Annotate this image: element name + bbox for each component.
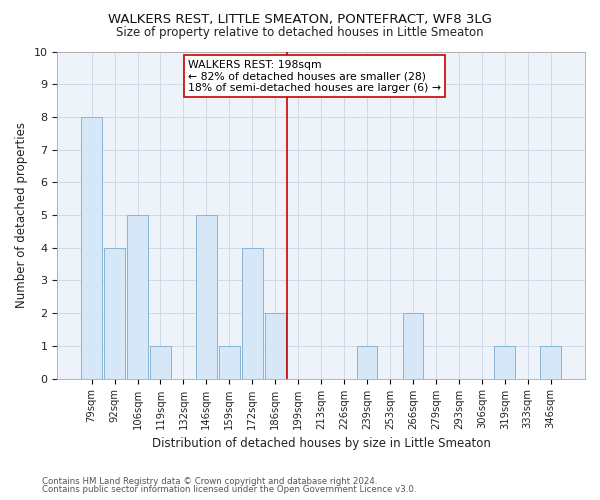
Bar	[265, 313, 286, 378]
Bar	[150, 346, 171, 378]
Bar	[104, 248, 125, 378]
Text: WALKERS REST, LITTLE SMEATON, PONTEFRACT, WF8 3LG: WALKERS REST, LITTLE SMEATON, PONTEFRACT…	[108, 12, 492, 26]
Bar	[127, 215, 148, 378]
Bar	[81, 117, 102, 378]
Text: Size of property relative to detached houses in Little Smeaton: Size of property relative to detached ho…	[116, 26, 484, 39]
Bar	[403, 313, 423, 378]
Text: Contains HM Land Registry data © Crown copyright and database right 2024.: Contains HM Land Registry data © Crown c…	[42, 477, 377, 486]
Bar	[357, 346, 377, 378]
Bar	[242, 248, 263, 378]
Y-axis label: Number of detached properties: Number of detached properties	[15, 122, 28, 308]
Text: WALKERS REST: 198sqm
← 82% of detached houses are smaller (28)
18% of semi-detac: WALKERS REST: 198sqm ← 82% of detached h…	[188, 60, 441, 93]
X-axis label: Distribution of detached houses by size in Little Smeaton: Distribution of detached houses by size …	[152, 437, 491, 450]
Bar	[219, 346, 239, 378]
Bar	[541, 346, 561, 378]
Text: Contains public sector information licensed under the Open Government Licence v3: Contains public sector information licen…	[42, 485, 416, 494]
Bar	[494, 346, 515, 378]
Bar	[196, 215, 217, 378]
